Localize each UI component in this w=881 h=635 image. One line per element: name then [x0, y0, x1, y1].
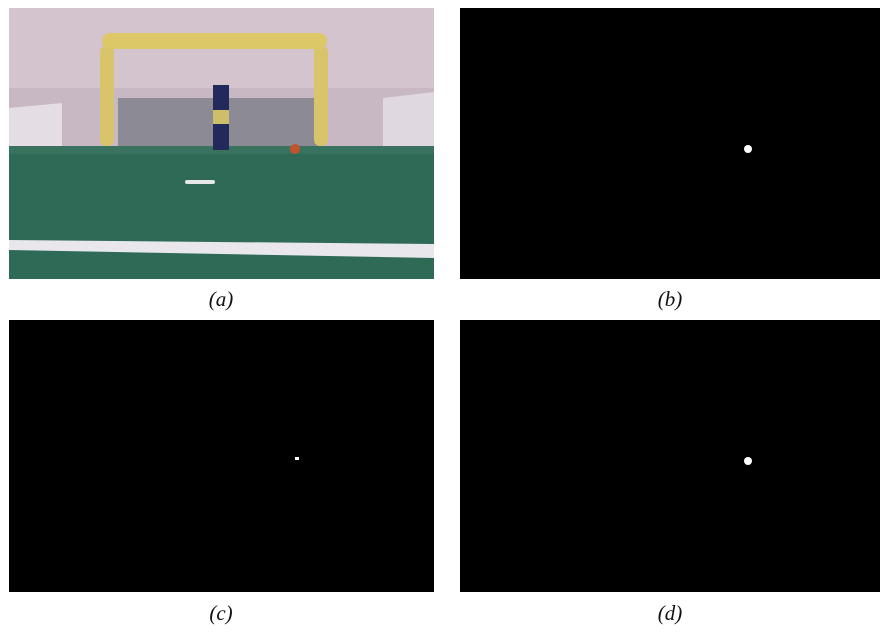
mask-image — [460, 8, 880, 279]
caption: (a) — [209, 287, 234, 311]
blob — [744, 457, 752, 465]
blob — [295, 457, 299, 460]
mask-image — [9, 320, 434, 592]
caption: (d) — [658, 601, 683, 625]
mask-image — [460, 320, 880, 592]
camera-image — [9, 8, 434, 279]
caption: (b) — [658, 287, 683, 311]
caption: (c) — [209, 601, 232, 625]
figure: (a) (b) (c) (d) — [0, 0, 881, 635]
blob — [744, 145, 752, 153]
